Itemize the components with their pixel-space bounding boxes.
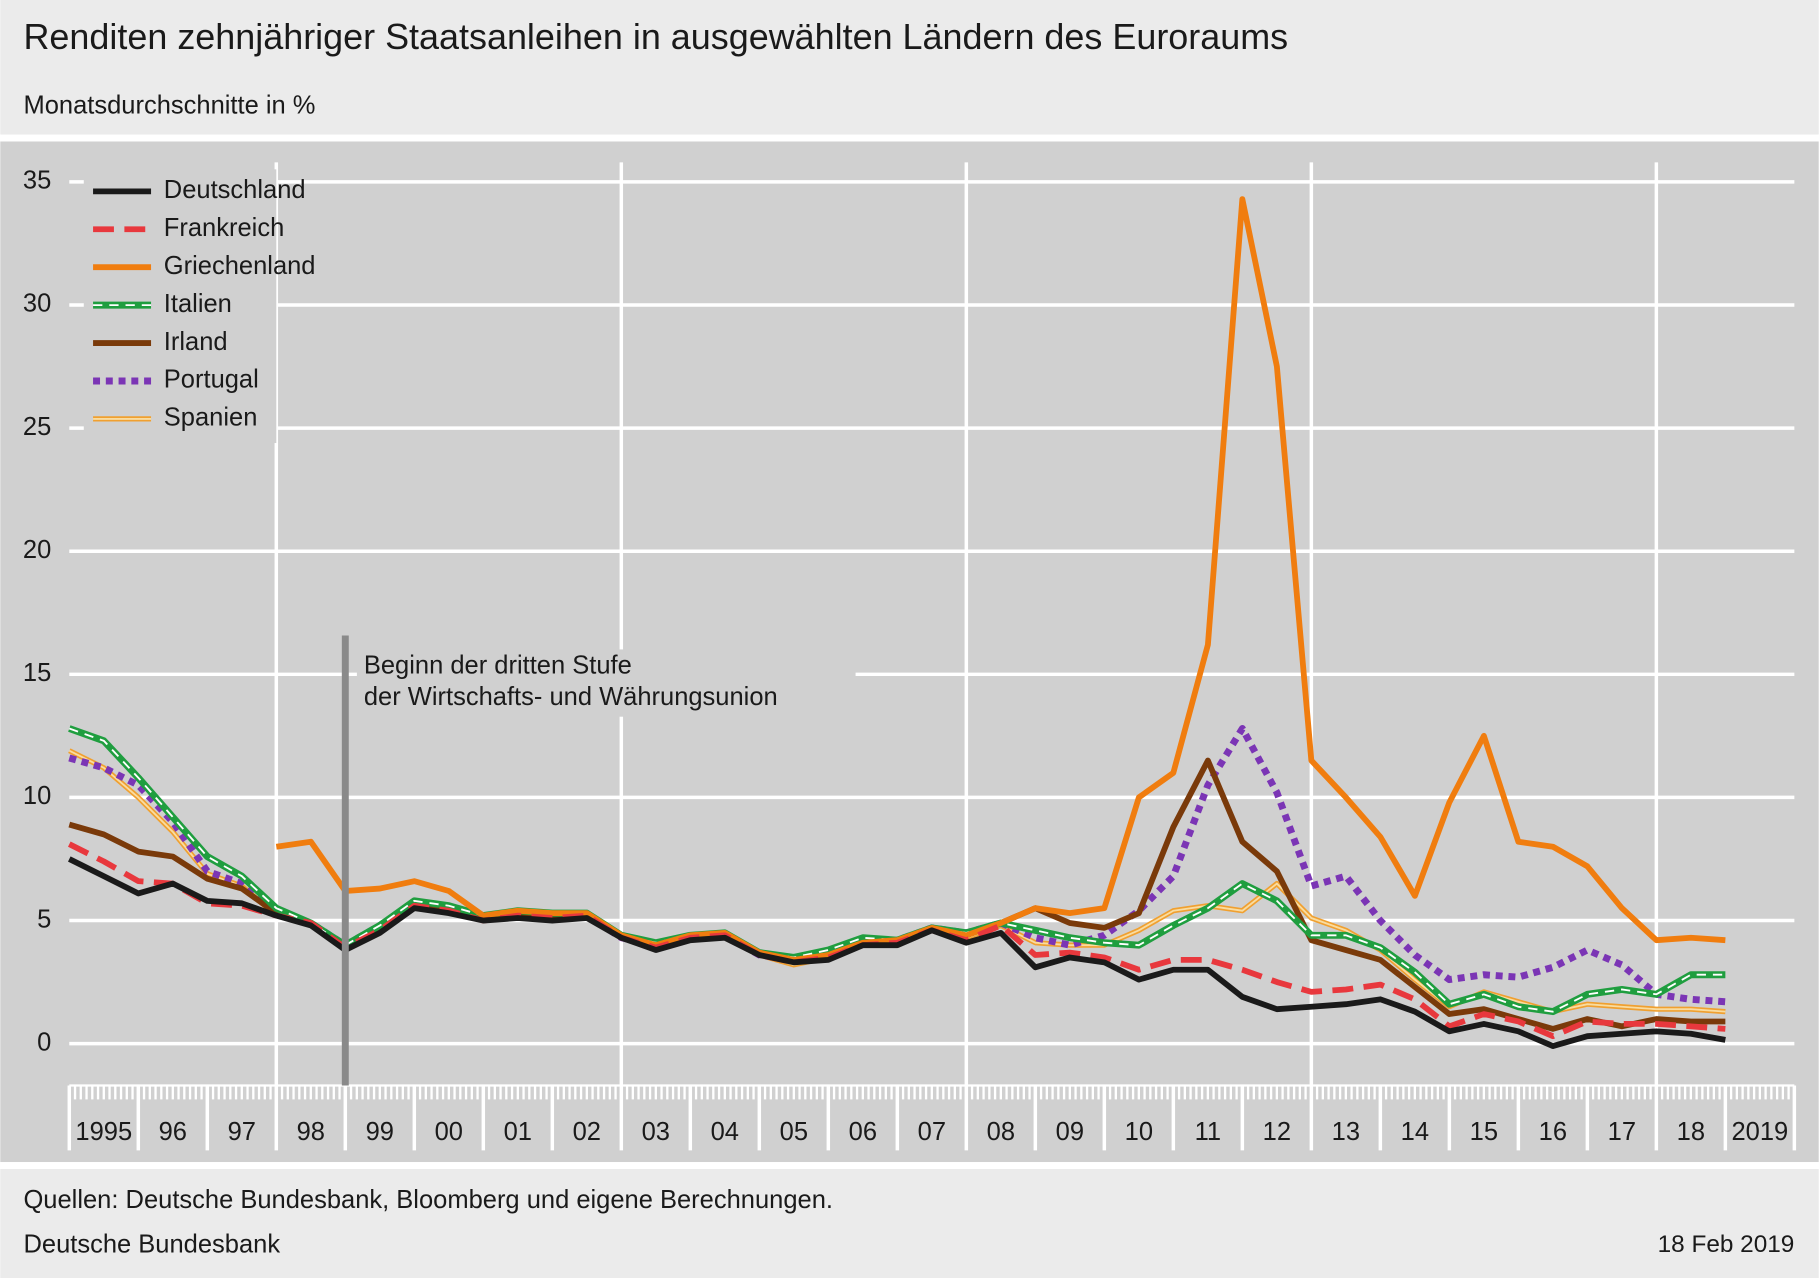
annotation-box bbox=[356, 649, 856, 717]
x-tick-label: 00 bbox=[435, 1118, 463, 1146]
legend-label: Deutschland bbox=[164, 176, 306, 204]
y-tick-label: 25 bbox=[23, 413, 51, 441]
header-band bbox=[0, 0, 1819, 135]
y-tick-label: 35 bbox=[23, 167, 51, 195]
x-tick-label: 02 bbox=[573, 1118, 601, 1146]
x-tick-label: 07 bbox=[918, 1118, 946, 1146]
x-tick-label: 17 bbox=[1608, 1118, 1636, 1146]
x-tick-label: 97 bbox=[228, 1118, 256, 1146]
x-tick-label: 98 bbox=[297, 1118, 325, 1146]
x-tick-label: 11 bbox=[1195, 1118, 1221, 1146]
x-tick-label: 09 bbox=[1056, 1118, 1084, 1146]
plot-area bbox=[0, 141, 1819, 1163]
x-tick-label: 16 bbox=[1539, 1118, 1567, 1146]
x-tick-label: 06 bbox=[849, 1118, 877, 1146]
legend-label: Frankreich bbox=[164, 214, 284, 242]
x-tick-label: 10 bbox=[1125, 1118, 1153, 1146]
y-tick-label: 15 bbox=[23, 659, 51, 687]
chart-title: Renditen zehnjähriger Staatsanleihen in … bbox=[23, 16, 1288, 57]
overlay: Beginn der dritten Stufe der Wirtschafts-… bbox=[83, 169, 856, 1086]
x-tick-label: 04 bbox=[711, 1118, 739, 1146]
legend-label: Italien bbox=[164, 290, 232, 318]
x-tick-label: 1995 bbox=[75, 1118, 132, 1146]
legend-label: Portugal bbox=[164, 366, 259, 394]
legend-label: Irland bbox=[164, 328, 228, 356]
publisher: Deutsche Bundesbank bbox=[23, 1230, 280, 1258]
x-tick-label: 2019 bbox=[1731, 1118, 1788, 1146]
x-tick-label: 08 bbox=[987, 1118, 1015, 1146]
x-tick-label: 18 bbox=[1677, 1118, 1705, 1146]
y-tick-label: 5 bbox=[37, 905, 51, 933]
x-tick-label: 14 bbox=[1401, 1118, 1429, 1146]
annotation-text: der Wirtschafts- und Währungsunion bbox=[364, 683, 778, 711]
footer-band bbox=[0, 1168, 1819, 1278]
annotation-text: Beginn der dritten Stufe bbox=[364, 652, 632, 680]
legend-label: Griechenland bbox=[164, 252, 316, 280]
legend-label: Spanien bbox=[164, 404, 258, 432]
x-tick-label: 05 bbox=[780, 1118, 808, 1146]
y-tick-label: 30 bbox=[23, 290, 51, 318]
y-tick-label: 20 bbox=[23, 536, 51, 564]
x-tick-label: 03 bbox=[642, 1118, 670, 1146]
x-tick-label: 12 bbox=[1263, 1118, 1291, 1146]
x-tick-label: 01 bbox=[504, 1118, 532, 1146]
x-tick-label: 13 bbox=[1332, 1118, 1360, 1146]
x-tick-label: 99 bbox=[366, 1118, 394, 1146]
y-tick-label: 10 bbox=[23, 782, 51, 810]
line bbox=[68, 725, 1726, 1006]
y-tick-label: 0 bbox=[37, 1028, 51, 1056]
line bbox=[275, 196, 1726, 963]
x-tick-label: 96 bbox=[159, 1118, 187, 1146]
chart-subtitle: Monatsdurchschnitte in % bbox=[23, 91, 315, 119]
x-tick-label: 15 bbox=[1470, 1118, 1498, 1146]
source: Quellen: Deutsche Bundesbank, Bloomberg … bbox=[23, 1186, 833, 1214]
date: 18 Feb 2019 bbox=[1658, 1231, 1795, 1258]
